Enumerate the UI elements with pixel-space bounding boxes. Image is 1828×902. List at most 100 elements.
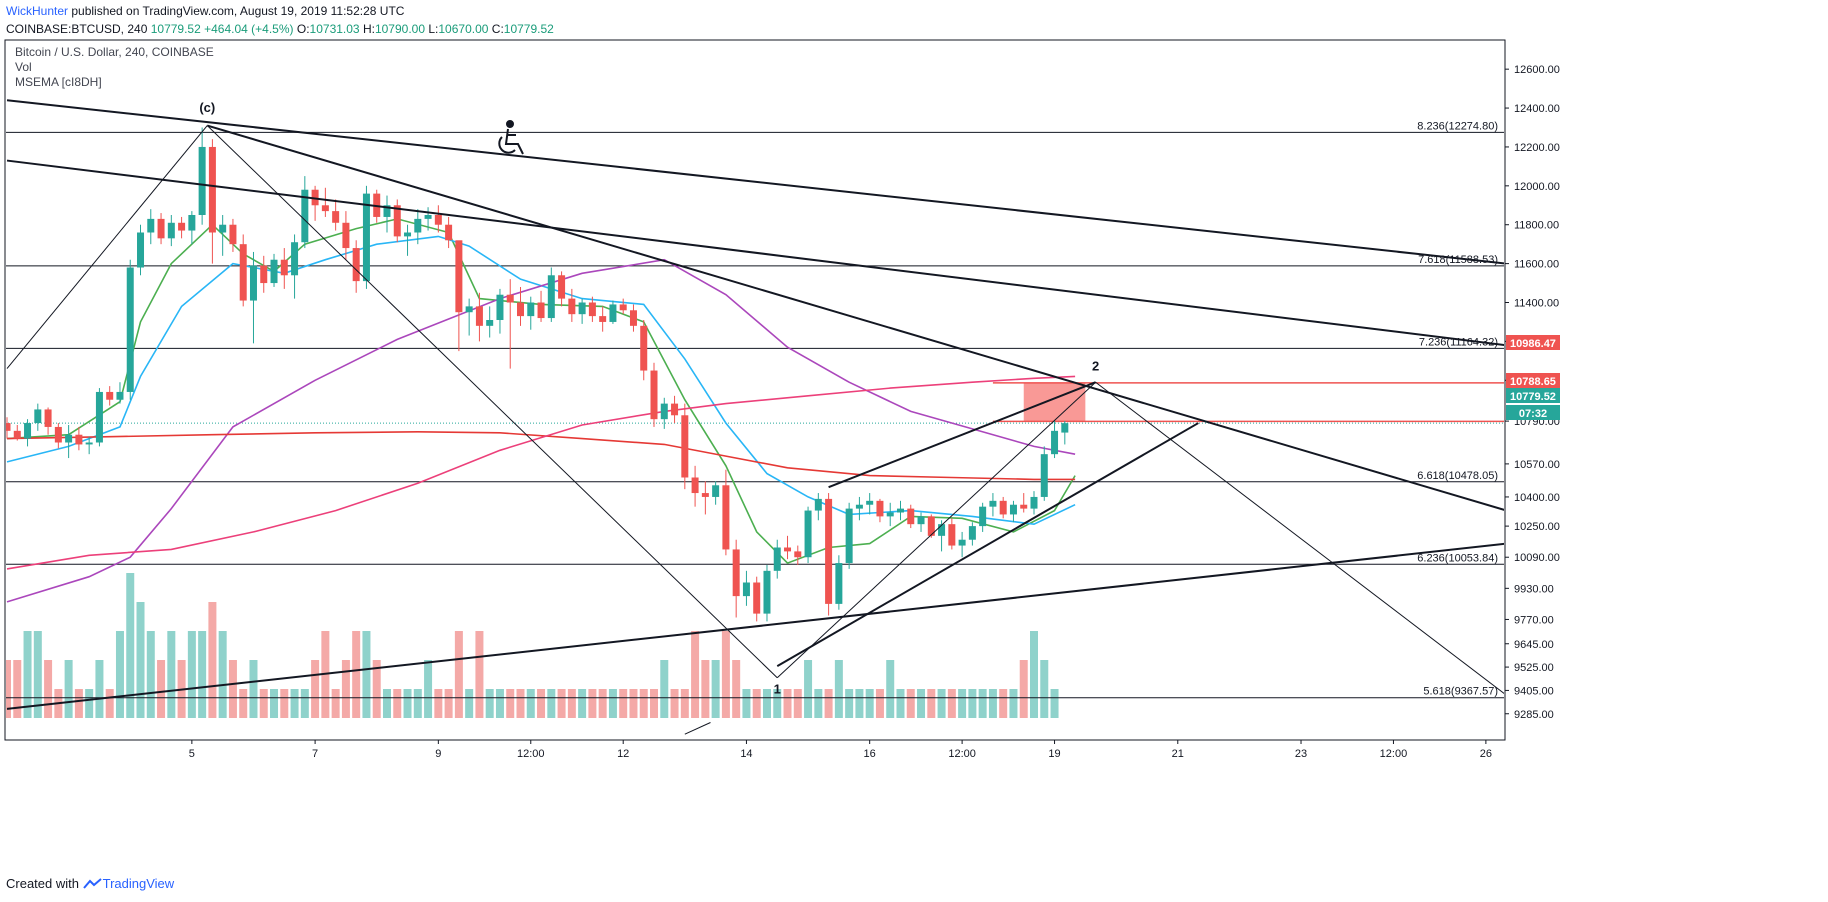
candle-up: [362, 193, 370, 282]
volume-bar: [721, 631, 730, 718]
candle-up: [814, 498, 822, 511]
volume-bar: [886, 660, 895, 718]
tradingview-link[interactable]: TradingView: [102, 876, 175, 891]
candle-up: [34, 409, 42, 424]
candle-down: [208, 146, 216, 233]
series-line-ema-mid: [6, 235, 1076, 526]
trendline: [684, 722, 711, 735]
volume-bar: [588, 689, 597, 718]
candle-down: [434, 215, 442, 225]
volume-bar: [988, 689, 997, 718]
candle-down: [588, 302, 596, 317]
volume-label[interactable]: Vol: [15, 60, 32, 74]
volume-bar: [537, 689, 546, 718]
volume-bar: [958, 689, 967, 718]
volume-bar: [495, 689, 504, 718]
candle-up: [886, 512, 894, 517]
volume-bar: [1019, 660, 1028, 718]
volume-bar: [280, 689, 289, 718]
time-axis[interactable]: 5 7 9 12:00 12 14 16 12:00 19 21 23 12:00 26: [189, 740, 1492, 760]
volume-bar: [475, 631, 484, 718]
candle-down: [311, 189, 319, 206]
volume-bar: [865, 689, 874, 718]
volume-bar: [701, 660, 710, 718]
candle-up: [1051, 430, 1059, 455]
published-text: published on TradingView.com, August 19,…: [68, 4, 405, 18]
time-tick-label: 9: [435, 748, 441, 760]
fib-level-label: 5.618(9367.57): [1423, 686, 1498, 698]
volume-bar: [999, 689, 1008, 718]
candle-up: [188, 215, 196, 231]
price-tick-label: 10400.00: [1514, 492, 1560, 504]
candle-up: [301, 189, 309, 243]
volume-bar: [33, 631, 42, 718]
volume-bar: [105, 689, 114, 718]
time-tick-label: 12:00: [948, 748, 976, 760]
footer: Created with TradingView: [6, 876, 174, 891]
candle-up: [1030, 496, 1038, 509]
tradingview-logo-icon: [82, 878, 102, 889]
indicator-label[interactable]: MSEMA [cI8DH]: [15, 75, 102, 89]
pane-title[interactable]: Bitcoin / U.S. Dollar, 240, COINBASE: [15, 45, 214, 59]
volume-bar: [978, 689, 987, 718]
candle-up: [866, 500, 874, 505]
price-tick-label: 9645.00: [1514, 639, 1554, 651]
candle-down: [178, 222, 186, 231]
price-tick-label: 9525.00: [1514, 662, 1554, 674]
time-tick-label: 12: [617, 748, 629, 760]
candle-down: [999, 500, 1007, 515]
volume-bar: [906, 689, 915, 718]
author-link[interactable]: WickHunter: [6, 4, 69, 18]
high-label: H:: [362, 22, 375, 36]
volume-bar: [413, 689, 422, 718]
price-tick-label: 12400.00: [1514, 103, 1560, 115]
volume-bar: [650, 689, 659, 718]
candle-up: [424, 215, 432, 219]
fib-level-label: 6.618(10478.05): [1417, 470, 1498, 482]
fib-level-label: 8.236(12274.80): [1417, 120, 1498, 132]
trendline: [206, 125, 778, 679]
candle-up: [126, 267, 134, 392]
volume-bar: [824, 689, 833, 718]
volume-bar: [608, 689, 617, 718]
volume-bar: [1040, 660, 1049, 718]
candle-up: [95, 391, 103, 443]
volume-bar: [146, 631, 155, 718]
volume-bar: [670, 689, 679, 718]
candle-down: [558, 275, 566, 299]
volume-bar: [680, 689, 689, 718]
candle-up: [578, 302, 586, 315]
time-tick-label: 26: [1480, 748, 1492, 760]
volume-bar: [598, 689, 607, 718]
candle-up: [968, 526, 976, 540]
candle-down: [475, 306, 483, 326]
time-tick-label: 7: [312, 748, 318, 760]
wave-label: 2: [1092, 359, 1099, 374]
candle-down: [732, 549, 740, 597]
candle-up: [65, 434, 73, 443]
trendline: [776, 422, 1199, 667]
close-value: 10779.52: [503, 22, 554, 36]
candle-up: [486, 320, 494, 326]
trendline: [206, 124, 1504, 511]
low-label: L:: [428, 22, 439, 36]
candle-down: [239, 244, 247, 301]
candle-up: [198, 146, 206, 215]
candle-down: [640, 325, 648, 371]
target-zone-box: [1023, 382, 1086, 422]
volume-bar: [372, 660, 381, 718]
price-tick-label: 12200.00: [1514, 142, 1560, 154]
price-tick-label: 11600.00: [1514, 259, 1559, 271]
price-tick-label: 9930.00: [1514, 583, 1554, 595]
volume-bar: [95, 660, 104, 718]
volume-bar: [773, 689, 782, 718]
price-tag-box: [1506, 335, 1560, 350]
low-value: 10670.00: [438, 22, 489, 36]
created-with-text: Created with: [6, 876, 79, 891]
volume-bar: [742, 689, 751, 718]
candle-up: [1061, 423, 1069, 433]
trendline: [1095, 381, 1504, 695]
candle-up: [845, 508, 853, 564]
volume-bar: [465, 689, 474, 718]
